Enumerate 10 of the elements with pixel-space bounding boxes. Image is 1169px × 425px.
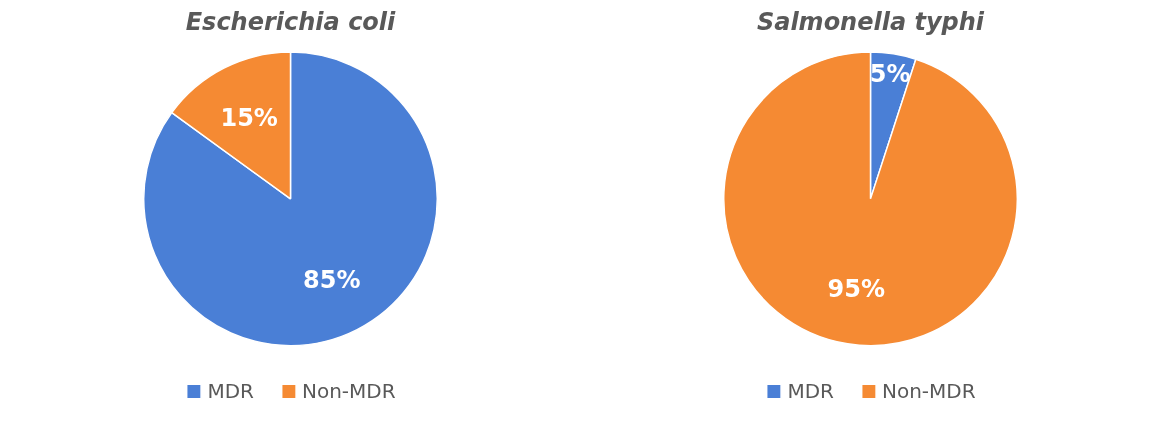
data-label: 85% — [303, 265, 361, 294]
legend-label: MDR — [207, 379, 254, 403]
legend-label: Non-MDR — [301, 379, 396, 403]
legend-label: Non-MDR — [881, 379, 976, 403]
data-label: 15% — [220, 103, 278, 132]
data-label: 95% — [827, 274, 885, 303]
chart-title: Escherichia coli — [185, 7, 397, 36]
data-label: 5% — [869, 60, 911, 89]
legend-label: MDR — [787, 379, 834, 403]
chart-title: Salmonella typhi — [756, 7, 985, 36]
